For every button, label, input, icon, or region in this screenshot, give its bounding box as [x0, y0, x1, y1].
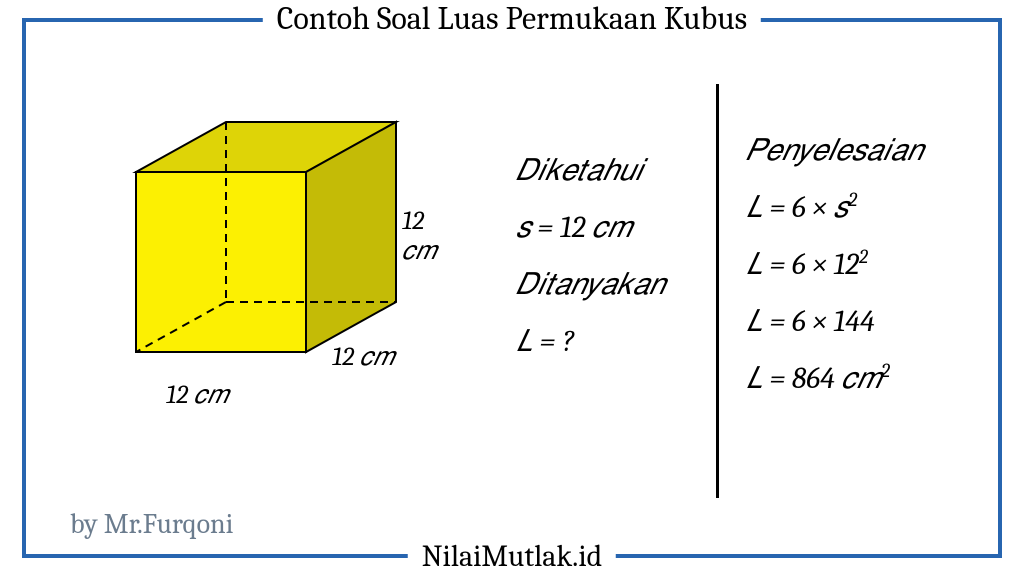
- step4-exp: 2: [881, 359, 890, 382]
- dim-right: 12 𝑐𝑚: [402, 206, 456, 267]
- solution-step2: 𝐿 = 6 × 122: [746, 236, 1006, 293]
- step4-base: 𝐿 = 864 𝑐𝑚: [746, 361, 881, 396]
- known-column: 𝐷𝑖𝑘𝑒𝑡𝑎ℎ𝑢𝑖 𝑠 = 12 𝑐𝑚 𝐷𝑖𝑡𝑎𝑛𝑦𝑎𝑘𝑎𝑛 𝐿 = ?: [516, 142, 696, 370]
- solution-step3: 𝐿 = 6 × 144: [746, 293, 1006, 350]
- outer-frame: Contoh Soal Luas Permukaan Kubus NilaiMu…: [22, 18, 1002, 558]
- solution-heading: 𝑃𝑒𝑛𝑦𝑒𝑙𝑒𝑠𝑎𝑖𝑎𝑛: [746, 122, 1006, 179]
- cube-diagram: 12 𝑐𝑚 12 𝑐𝑚 12 𝑐𝑚: [96, 102, 456, 462]
- asked-heading: 𝐷𝑖𝑡𝑎𝑛𝑦𝑎𝑘𝑎𝑛: [516, 256, 696, 313]
- step2-exp: 2: [859, 245, 868, 268]
- vertical-divider: [716, 84, 719, 498]
- dim-bottom: 12 𝑐𝑚: [166, 380, 228, 411]
- solution-column: 𝑃𝑒𝑛𝑦𝑒𝑙𝑒𝑠𝑎𝑖𝑎𝑛 𝐿 = 6 × 𝑠2 𝐿 = 6 × 122 𝐿 = …: [746, 122, 1006, 407]
- known-side: 𝑠 = 12 𝑐𝑚: [516, 199, 696, 256]
- step2-base: 𝐿 = 6 × 12: [746, 247, 859, 282]
- solution-step1: 𝐿 = 6 × 𝑠2: [746, 179, 1006, 236]
- page-title: Contoh Soal Luas Permukaan Kubus: [263, 0, 761, 37]
- known-heading: 𝐷𝑖𝑘𝑒𝑡𝑎ℎ𝑢𝑖: [516, 142, 696, 199]
- step1-exp: 2: [848, 188, 857, 211]
- footer-brand: NilaiMutlak.id: [408, 539, 616, 574]
- dim-depth: 12 𝑐𝑚: [332, 342, 394, 373]
- asked-line: 𝐿 = ?: [516, 313, 696, 370]
- step1-base: 𝐿 = 6 × 𝑠: [746, 190, 848, 225]
- solution-step4: 𝐿 = 864 𝑐𝑚2: [746, 350, 1006, 407]
- author-credit: by Mr.Furqoni: [70, 508, 233, 540]
